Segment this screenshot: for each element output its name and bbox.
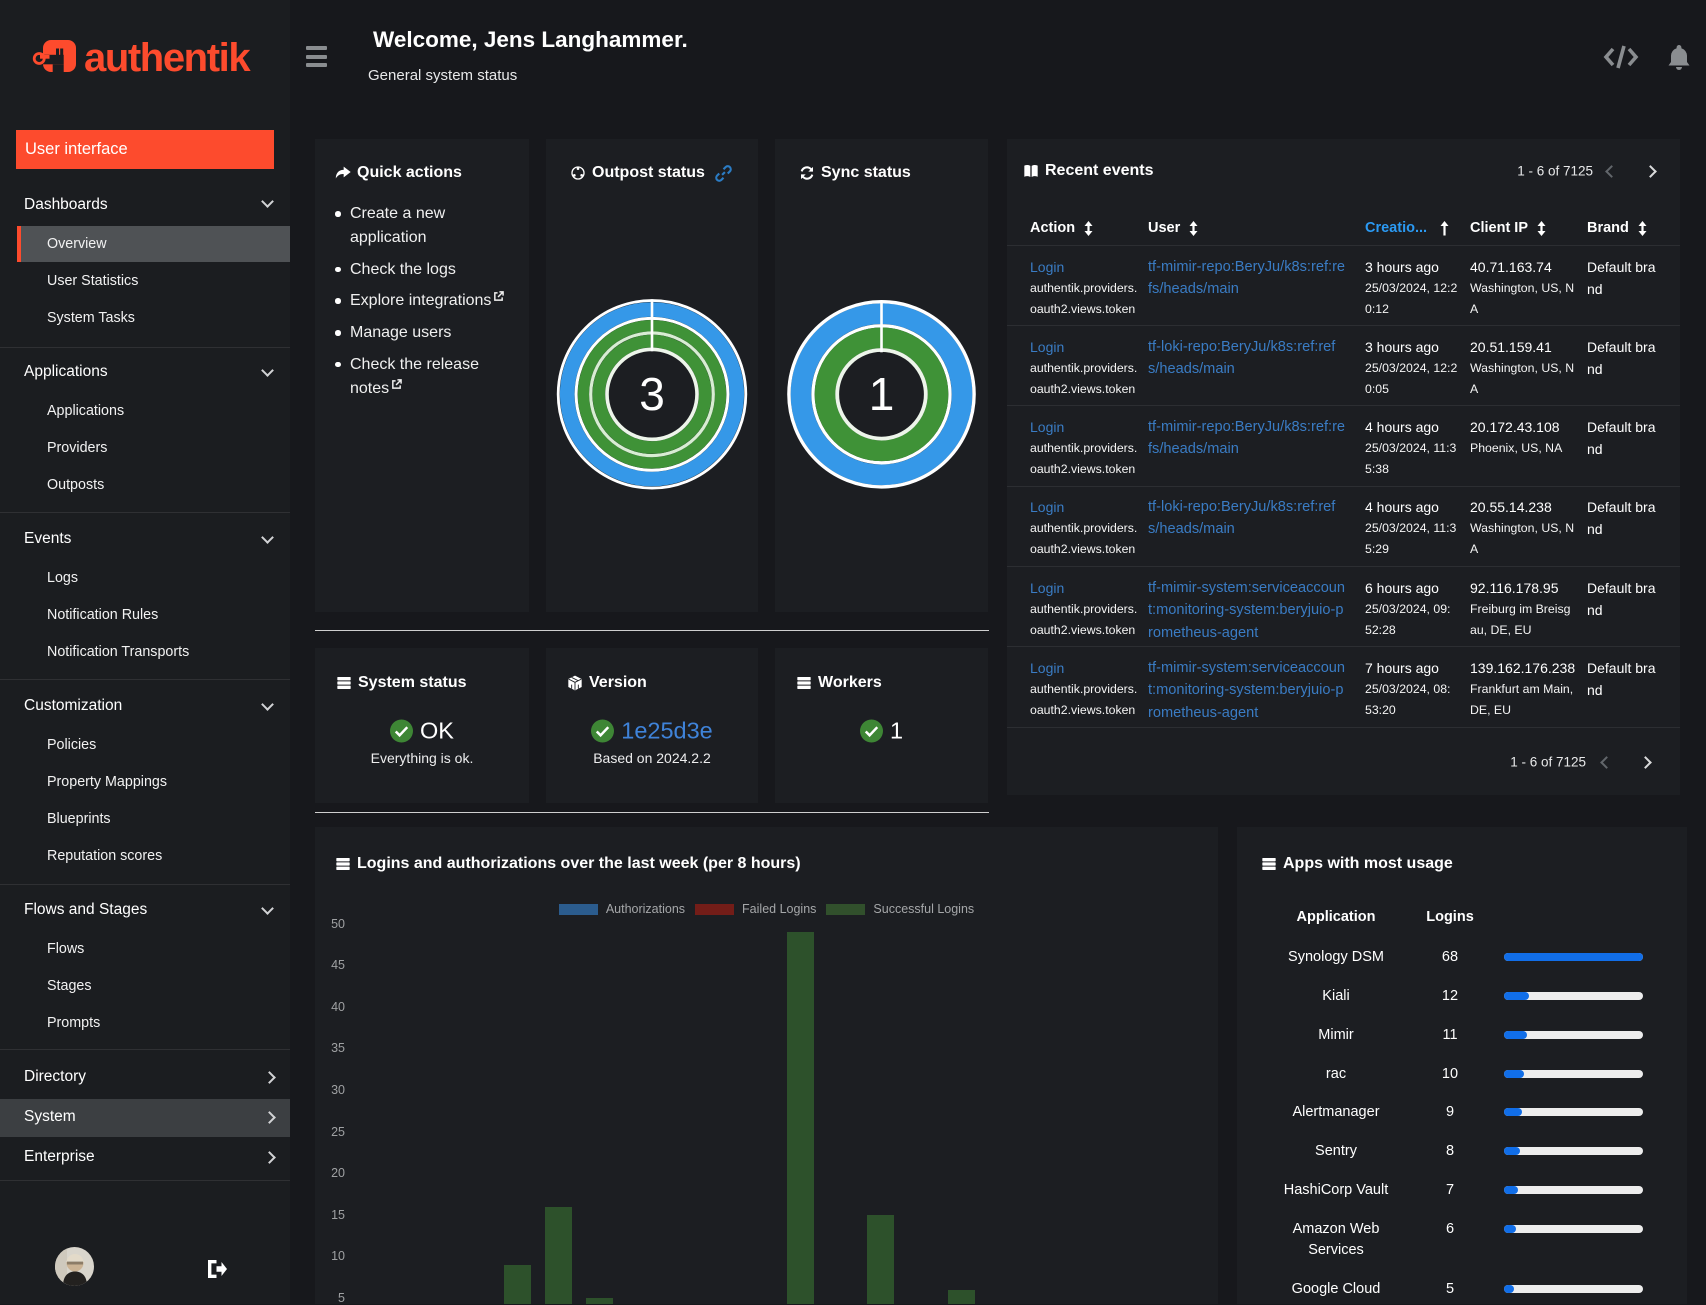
svg-text:authentik: authentik (84, 36, 251, 80)
